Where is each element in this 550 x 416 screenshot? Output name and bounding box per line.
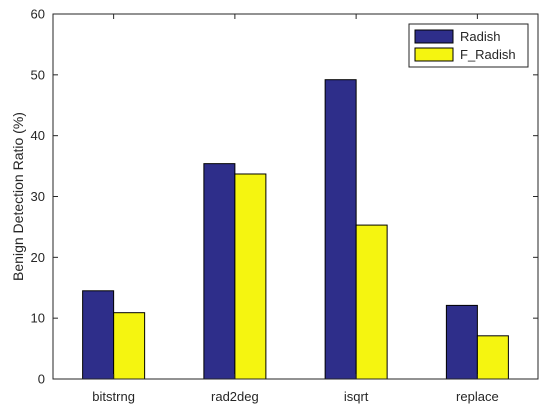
y-axis-label: Benign Detection Ratio (%) xyxy=(10,112,26,281)
bar-radish-replace xyxy=(445,304,478,380)
bar-radish-isqrt xyxy=(324,79,357,380)
y-tick-label-50: 50 xyxy=(31,67,45,82)
x-tick-label-replace: replace xyxy=(456,389,499,404)
bar-f-radish-bitstrng xyxy=(113,312,146,380)
x-tick-label-rad2deg: rad2deg xyxy=(211,389,259,404)
bar-radish-bitstrng xyxy=(82,290,115,380)
legend-swatch-f-radish xyxy=(414,47,454,62)
bar-f-radish-replace xyxy=(476,335,509,380)
y-tick-label-0: 0 xyxy=(38,372,45,387)
x-tick-label-bitstrng: bitstrng xyxy=(92,389,135,404)
bar-radish-rad2deg xyxy=(203,163,236,380)
bar-f-radish-rad2deg xyxy=(234,173,267,380)
y-tick-label-40: 40 xyxy=(31,128,45,143)
legend: Radish F_Radish xyxy=(408,23,529,68)
bars-layer xyxy=(82,79,509,380)
y-tick-label-30: 30 xyxy=(31,189,45,204)
bar-f-radish-isqrt xyxy=(355,224,388,380)
x-tick-label-isqrt: isqrt xyxy=(344,389,369,404)
y-tick-label-60: 60 xyxy=(31,7,45,22)
legend-swatch-radish xyxy=(414,29,454,44)
y-tick-label-20: 20 xyxy=(31,250,45,265)
legend-label-f-radish: F_Radish xyxy=(460,47,516,62)
ticks-layer: bitstrng rad2deg isqrt replace 0 10 20 30 40 50 60 xyxy=(31,7,538,404)
y-tick-label-10: 10 xyxy=(31,311,45,326)
legend-label-radish: Radish xyxy=(460,29,500,44)
